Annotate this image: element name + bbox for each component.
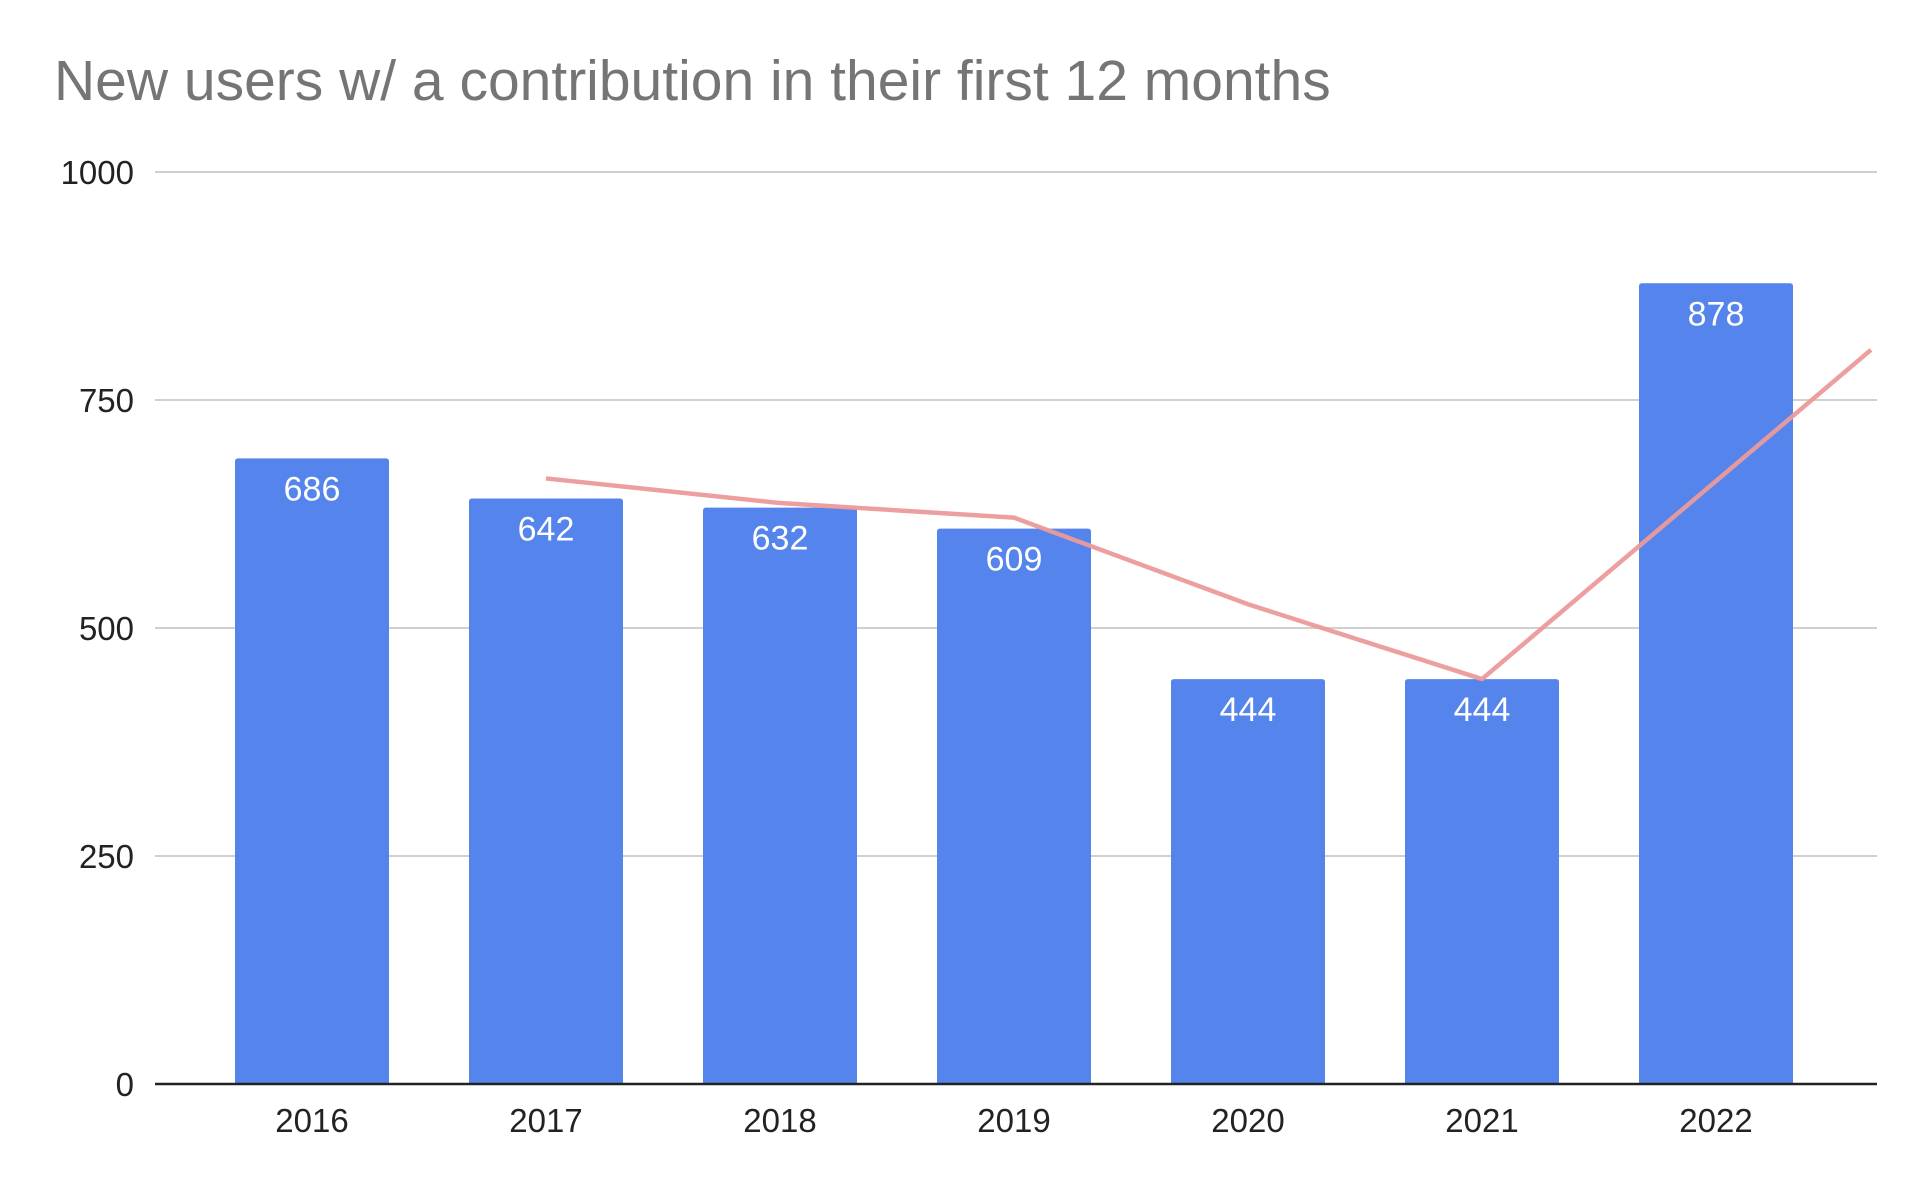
- x-tick-label: 2021: [1445, 1102, 1518, 1139]
- x-tick-label: 2018: [743, 1102, 816, 1139]
- data-label-2016: 686: [284, 470, 341, 508]
- y-tick-label: 750: [79, 382, 134, 419]
- y-tick-label: 1000: [61, 154, 134, 191]
- data-label-2019: 609: [986, 541, 1043, 579]
- trend-line: [545, 348, 1873, 682]
- bar-2022: [1639, 283, 1793, 1084]
- data-label-2021: 444: [1454, 691, 1511, 729]
- x-tick-label: 2016: [275, 1102, 348, 1139]
- bar-2019: [937, 528, 1091, 1084]
- axes: 0 250 500 750 1000 2016 2017 2018 2019 2020 2021 20…: [61, 154, 1877, 1139]
- data-label-2022: 878: [1688, 295, 1745, 333]
- data-labels: 686 642 632 609 444 444 878: [284, 295, 1745, 729]
- x-tick-label: 2022: [1679, 1102, 1752, 1139]
- bar-2018: [703, 507, 857, 1085]
- bar-2021: [1405, 679, 1559, 1084]
- x-tick-label: 2020: [1211, 1102, 1284, 1139]
- trend-line-layer: [545, 348, 1873, 682]
- chart-title: New users w/ a contribution in their fir…: [54, 49, 1331, 113]
- y-tick-label: 500: [79, 610, 134, 647]
- data-label-2017: 642: [518, 510, 575, 548]
- data-label-2018: 632: [752, 520, 809, 558]
- x-tick-label: 2017: [509, 1102, 582, 1139]
- bar-2020: [1171, 679, 1325, 1084]
- y-tick-label: 0: [116, 1066, 134, 1103]
- bar-2016: [235, 458, 389, 1084]
- bars: [235, 283, 1793, 1085]
- y-tick-label: 250: [79, 838, 134, 875]
- bar-2017: [469, 498, 623, 1085]
- data-label-2020: 444: [1220, 691, 1277, 729]
- x-tick-label: 2019: [977, 1102, 1050, 1139]
